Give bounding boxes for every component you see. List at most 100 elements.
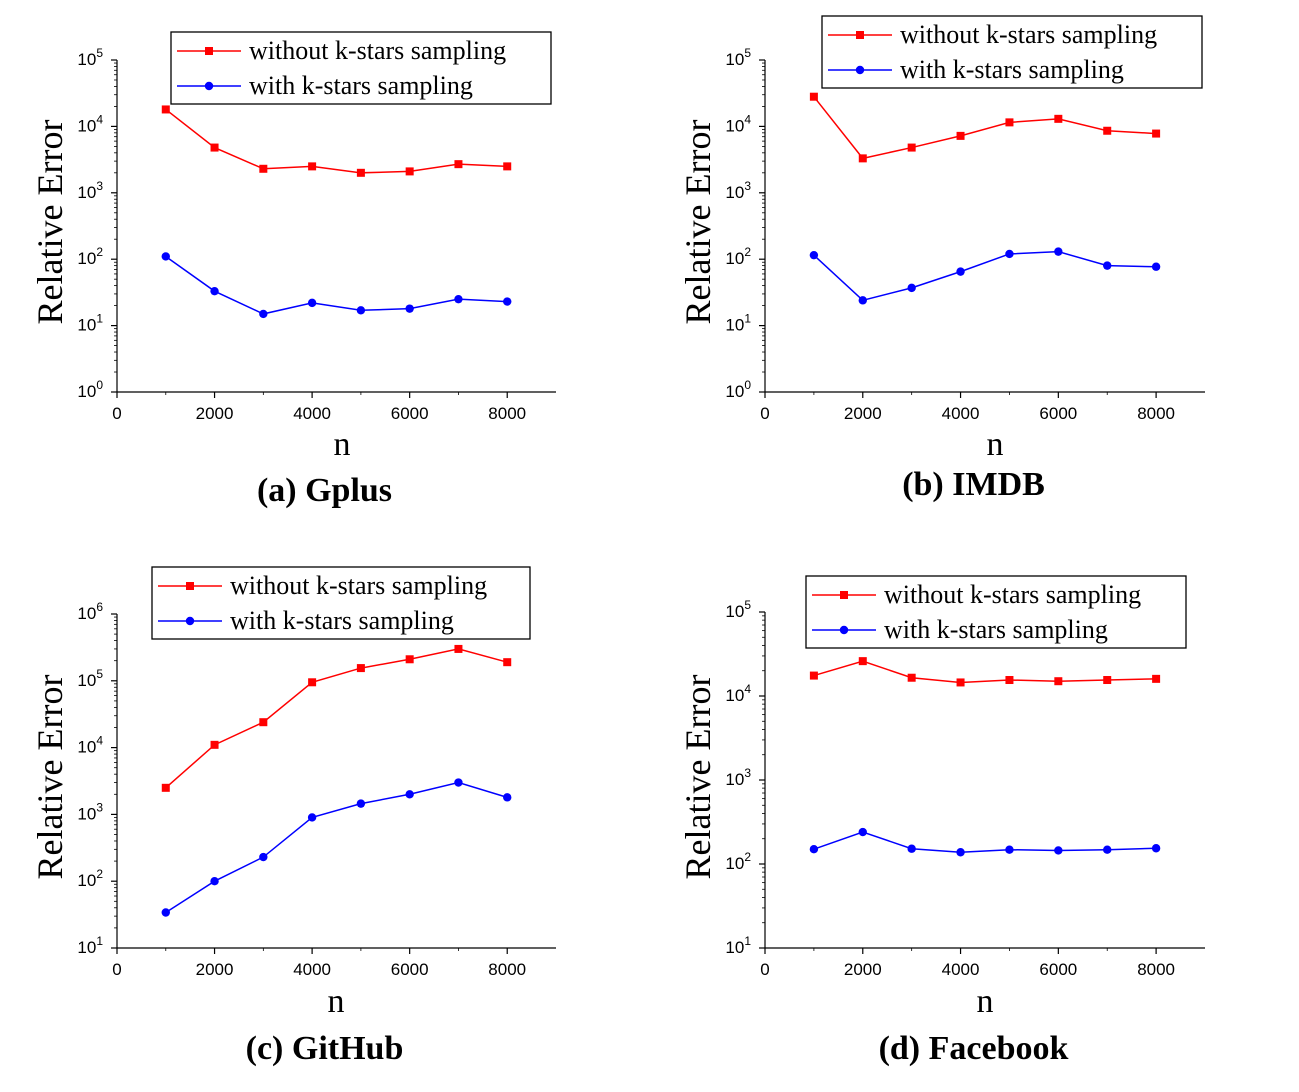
data-point-square	[1152, 674, 1161, 683]
y-tick-label: 101	[725, 312, 751, 335]
chart-imdb: 100 101 102 103 104 105 0 2000 4000 6000 8000 n Rela…	[678, 15, 1205, 463]
series-line-without-sampling	[165, 648, 508, 789]
caption-gplus: (a) Gplus	[256, 472, 393, 509]
legend-label: without k-stars sampling	[884, 580, 1141, 609]
data-point-circle	[1151, 844, 1161, 853]
x-tick-label: 2000	[196, 404, 234, 423]
x-tick-label: 0	[112, 404, 121, 423]
data-point-square	[809, 671, 818, 680]
legend-marker-square	[856, 31, 864, 39]
data-point-square	[809, 92, 818, 101]
y-tick-label: 103	[77, 800, 103, 823]
x-tick-label: 2000	[196, 960, 234, 979]
x-tick-label: 6000	[1039, 960, 1077, 979]
y-tick-label: 104	[77, 112, 103, 135]
data-point-square	[259, 164, 268, 173]
data-point-circle	[210, 877, 219, 886]
x-tick-label: 0	[112, 960, 121, 979]
series-line-without-sampling	[813, 96, 1157, 160]
panel-facebook: 101 102 103 104 105 0 2000 4000 6000 8000 n Relativ…	[649, 546, 1298, 1092]
legend-marker-square	[205, 47, 213, 55]
x-tick-label: 2000	[844, 404, 882, 423]
data-point-circle	[405, 790, 414, 799]
data-point-circle	[454, 778, 463, 787]
data-point-square	[1054, 114, 1063, 123]
y-tick-label: 102	[77, 245, 103, 268]
data-point-circle	[1151, 262, 1161, 271]
data-point-square	[356, 664, 365, 673]
x-tick-label: 0	[760, 960, 769, 979]
legend-box	[821, 15, 1203, 89]
data-point-circle	[1005, 845, 1014, 854]
x-axis-label: n	[987, 426, 1004, 463]
data-point-circle	[1103, 261, 1112, 270]
y-tick-label: 102	[77, 867, 103, 890]
data-point-square	[858, 154, 867, 163]
legend-marker-circle	[839, 625, 849, 635]
y-tick-label: 105	[77, 667, 103, 690]
caption-imdb: (b) IMDB	[902, 466, 1045, 503]
data-point-circle	[956, 848, 965, 857]
data-point-square	[405, 167, 414, 176]
data-point-square	[1054, 677, 1063, 686]
data-point-square	[308, 678, 317, 687]
y-tick-label: 103	[77, 179, 103, 202]
y-axis-label: Relative Error	[30, 120, 70, 325]
x-axis-label: n	[977, 983, 994, 1020]
data-point-square	[1152, 129, 1161, 138]
data-point-square	[503, 162, 512, 171]
caption-facebook: (d) Facebook	[878, 1030, 1069, 1067]
data-point-square	[454, 644, 463, 653]
x-tick-label: 8000	[1137, 404, 1175, 423]
data-point-circle	[161, 252, 170, 261]
legend-box	[151, 566, 531, 640]
data-point-circle	[210, 286, 219, 296]
data-point-square	[161, 105, 170, 114]
x-tick-label: 6000	[391, 960, 429, 979]
data-point-circle	[907, 844, 916, 853]
data-point-square	[907, 143, 916, 152]
legend-box	[170, 31, 552, 105]
series-line-with-sampling	[165, 255, 508, 315]
data-point-circle	[858, 827, 867, 837]
x-tick-label: 6000	[391, 404, 429, 423]
data-point-circle	[503, 297, 512, 306]
y-tick-label: 101	[725, 934, 751, 957]
series-line-without-sampling	[813, 660, 1157, 684]
x-axis-label: n	[334, 426, 351, 463]
data-point-circle	[956, 267, 965, 276]
y-tick-label: 105	[77, 46, 103, 69]
data-point-square	[161, 783, 170, 792]
chart-facebook: 101 102 103 104 105 0 2000 4000 6000 8000 n Relativ…	[678, 575, 1205, 1020]
y-tick-label: 101	[77, 934, 103, 957]
data-point-circle	[1054, 247, 1063, 256]
x-tick-label: 4000	[942, 960, 980, 979]
y-tick-label: 106	[77, 600, 103, 623]
y-tick-label: 103	[725, 179, 751, 202]
data-point-square	[308, 162, 317, 171]
data-point-circle	[858, 296, 867, 305]
data-point-circle	[1005, 249, 1014, 259]
y-tick-label: 100	[77, 378, 103, 401]
panel-imdb: 100 101 102 103 104 105 0 2000 4000 6000 8000 n Rela…	[649, 0, 1298, 546]
x-tick-label: 0	[760, 404, 769, 423]
y-axis-label: Relative Error	[678, 120, 718, 325]
legend-marker-square	[840, 591, 848, 599]
series-line-with-sampling	[165, 781, 508, 914]
data-point-square	[1005, 676, 1014, 685]
legend-label: without k-stars sampling	[230, 571, 487, 600]
data-point-circle	[259, 309, 268, 319]
panel-github: 101 102 103 104 105 106 0 2000 4000 6000 8000 n Rela…	[0, 546, 649, 1092]
data-point-square	[259, 718, 268, 727]
chart-gplus: 100 101 102 103 104 105 0 2000 4000 6000 8000 n Rela…	[30, 31, 556, 463]
data-point-circle	[161, 908, 170, 917]
data-point-circle	[809, 845, 819, 854]
data-point-circle	[809, 250, 819, 260]
x-axis-label: n	[328, 983, 345, 1020]
y-tick-label: 105	[725, 46, 751, 69]
data-point-circle	[307, 813, 317, 822]
y-axis-label: Relative Error	[30, 675, 70, 880]
data-point-square	[956, 131, 965, 140]
data-point-circle	[307, 298, 317, 308]
